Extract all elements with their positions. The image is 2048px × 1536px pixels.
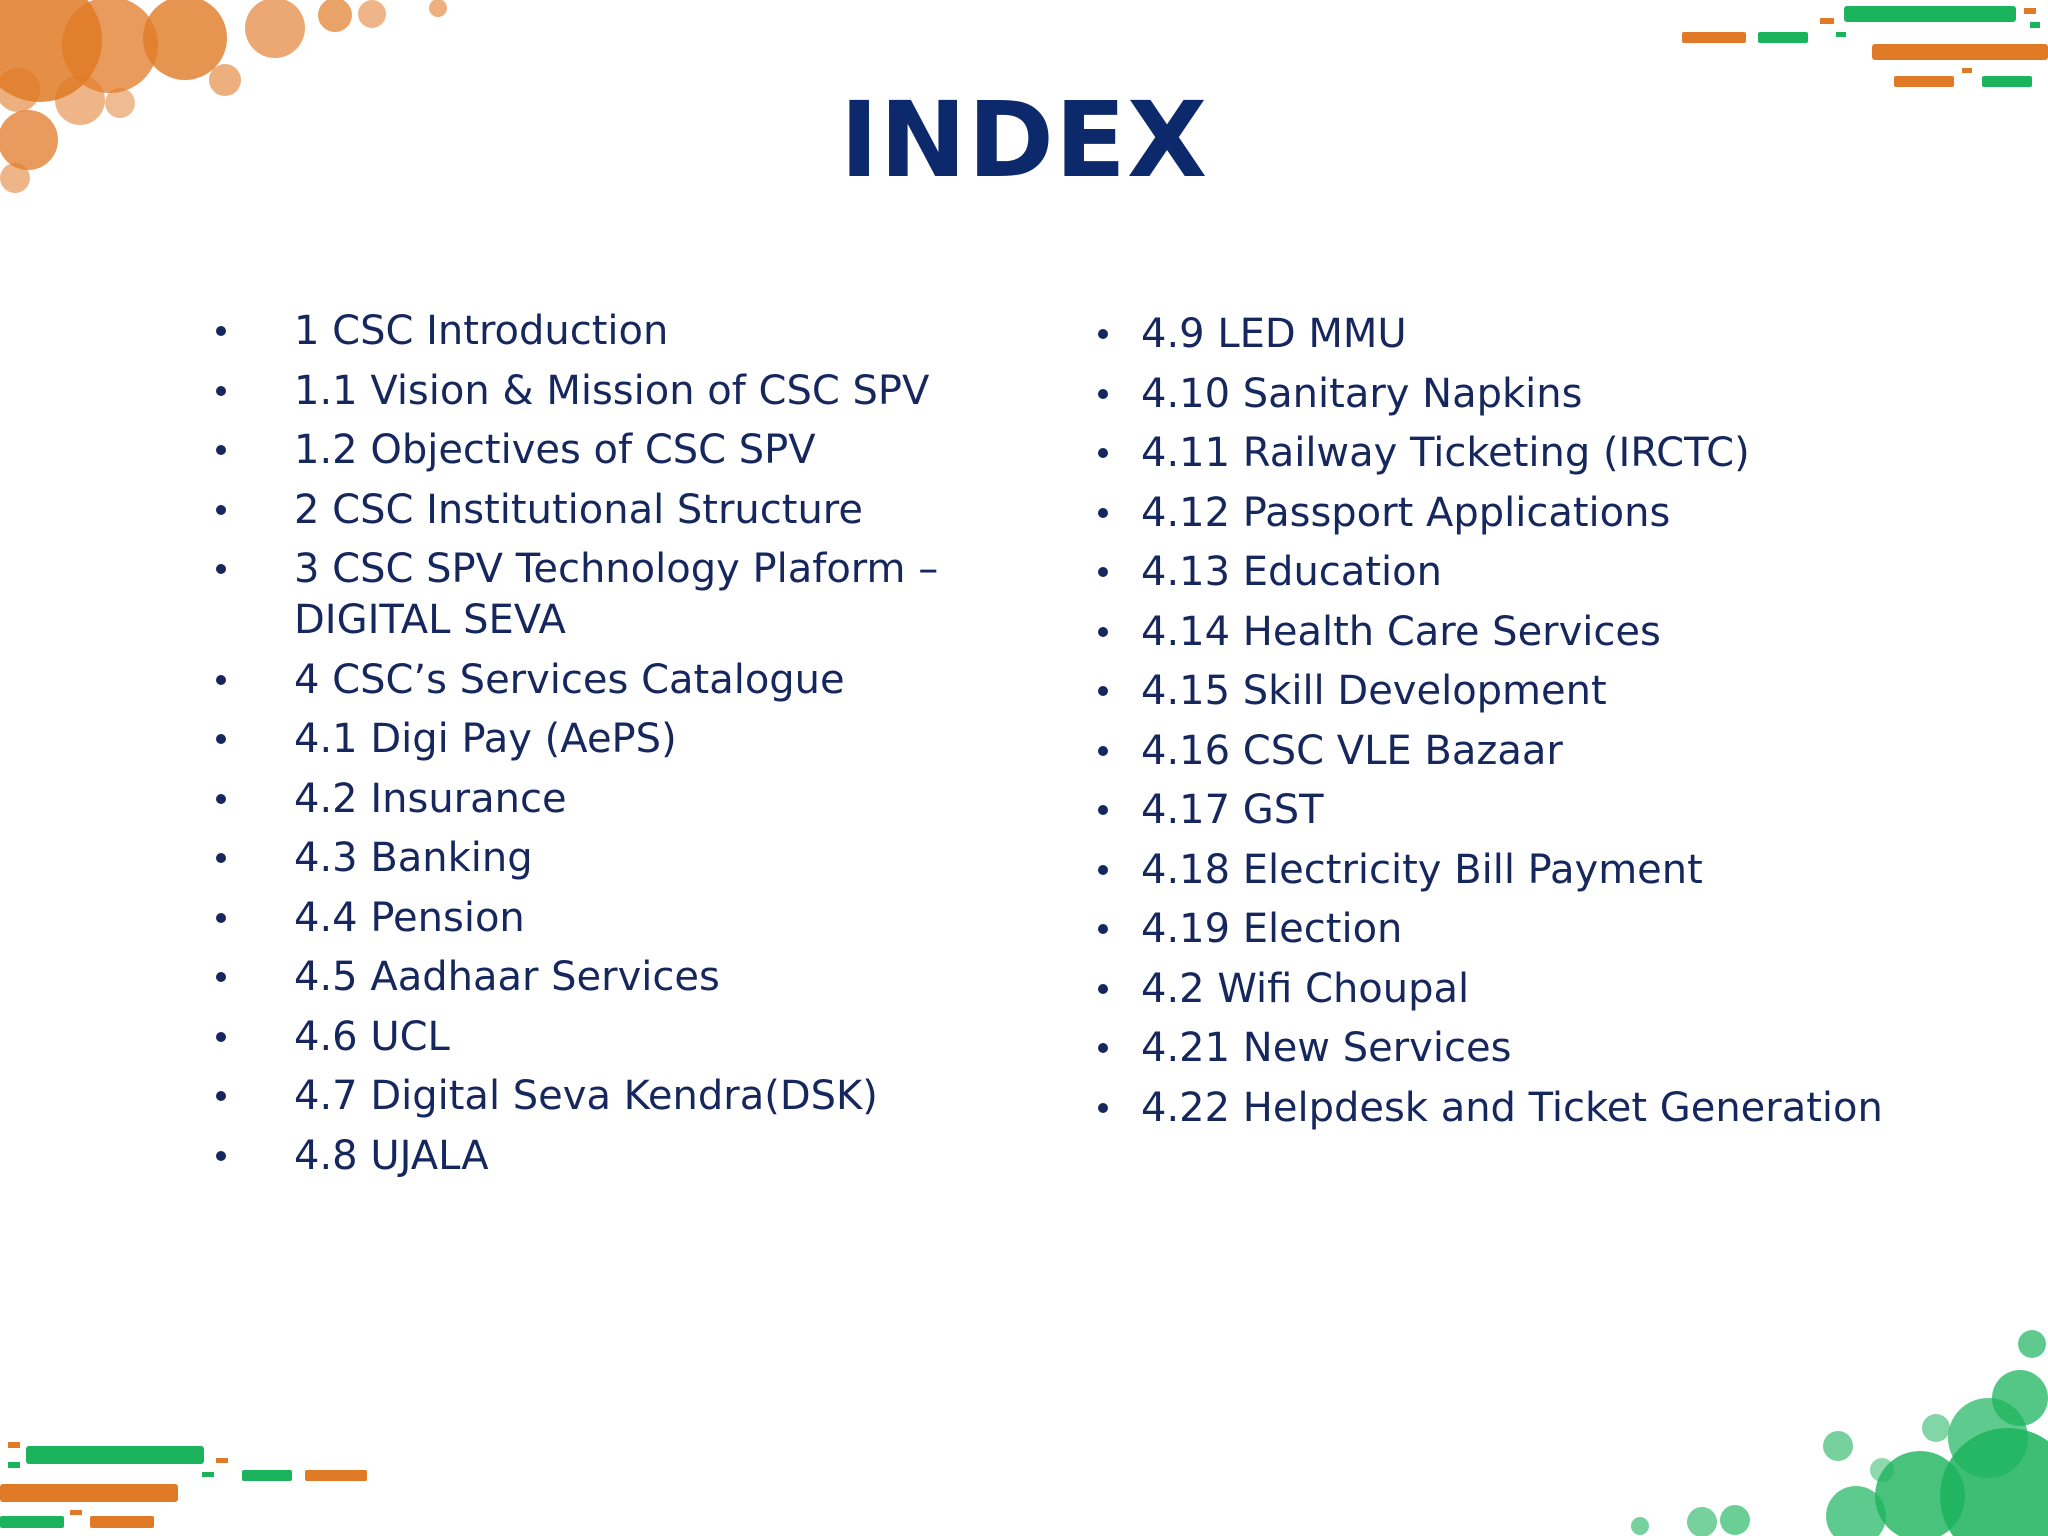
bullet-icon <box>1098 626 1108 637</box>
bullet-icon <box>1098 924 1108 934</box>
green-bubbles-decoration <box>1620 1320 2048 1536</box>
list-item: 4.11 Railway Ticketing (IRCTC) <box>1096 428 2016 479</box>
bullet-icon <box>1098 686 1108 696</box>
list-item: 4.3 Banking <box>216 833 976 884</box>
list-item: 4.1 Digi Pay (AePS) <box>216 714 976 765</box>
list-item: 4.21 New Services <box>1096 1023 2016 1074</box>
list-item: 4 CSC’s Services Catalogue <box>216 655 976 706</box>
list-item: 4.18 Electricity Bill Payment <box>1096 845 2016 896</box>
list-item: 3 CSC SPV Technology Plaform – DIGITAL SE… <box>216 544 976 646</box>
bullet-icon <box>216 793 226 804</box>
bullet-icon <box>216 1031 226 1042</box>
bullet-icon <box>1098 1043 1108 1053</box>
bullet-icon <box>216 1091 226 1101</box>
bullet-icon <box>1098 864 1108 875</box>
page-title: INDEX <box>839 79 1209 201</box>
bullet-icon <box>1098 567 1108 577</box>
bullet-icon <box>216 564 226 574</box>
list-item: 4.2 Insurance <box>216 774 976 825</box>
bullet-icon <box>216 504 226 515</box>
bullet-icon <box>216 445 226 455</box>
list-item: 4.2 Wifi Choupal <box>1096 964 2016 1015</box>
bullet-icon <box>1098 805 1108 815</box>
list-item: 4.6 UCL <box>216 1012 976 1063</box>
bullet-icon <box>216 326 226 336</box>
bullet-icon <box>1098 745 1108 756</box>
list-item: 4.9 LED MMU <box>1096 309 2016 360</box>
bullet-icon <box>216 674 226 685</box>
list-item: 2 CSC Institutional Structure <box>216 485 976 536</box>
list-item: 4.17 GST <box>1096 785 2016 836</box>
list-item: 4.12 Passport Applications <box>1096 488 2016 539</box>
list-item: 4.14 Health Care Services <box>1096 607 2016 658</box>
bullet-icon <box>216 853 226 863</box>
list-item: 1.1 Vision & Mission of CSC SPV <box>216 366 976 417</box>
bullet-icon <box>216 912 226 923</box>
list-item: 4.10 Sanitary Napkins <box>1096 369 2016 420</box>
list-item: 4.4 Pension <box>216 893 976 944</box>
dash-lines-decoration <box>0 1436 380 1536</box>
list-item: 4.7 Digital Seva Kendra(DSK) <box>216 1071 976 1122</box>
bullet-icon <box>1098 388 1108 399</box>
bullet-icon <box>216 734 226 744</box>
list-item: 4.16 CSC VLE Bazaar <box>1096 726 2016 777</box>
bullet-icon <box>1098 1102 1108 1113</box>
bullet-icon <box>1098 329 1108 339</box>
list-item: 4.22 Helpdesk and Ticket Generation <box>1096 1083 2016 1134</box>
list-item: 4.19 Election <box>1096 904 2016 955</box>
list-item: 4.5 Aadhaar Services <box>216 952 976 1003</box>
bullet-icon <box>216 1150 226 1161</box>
list-item: 1 CSC Introduction <box>216 306 976 357</box>
list-item: 4.15 Skill Development <box>1096 666 2016 717</box>
list-item: 4.8 UJALA <box>216 1131 976 1182</box>
index-list-left: 1 CSC Introduction 1.1 Vision & Mission … <box>216 306 976 1190</box>
bullet-icon <box>216 385 226 396</box>
orange-bubbles-decoration <box>0 0 470 210</box>
list-item: 1.2 Objectives of CSC SPV <box>216 425 976 476</box>
bullet-icon <box>216 972 226 982</box>
bullet-icon <box>1098 983 1108 994</box>
index-list-right: 4.9 LED MMU 4.10 Sanitary Napkins 4.11 R… <box>1096 309 2016 1142</box>
bullet-icon <box>1098 507 1108 518</box>
dash-lines-decoration <box>1670 0 2048 100</box>
bullet-icon <box>1098 448 1108 458</box>
list-item: 4.13 Education <box>1096 547 2016 598</box>
